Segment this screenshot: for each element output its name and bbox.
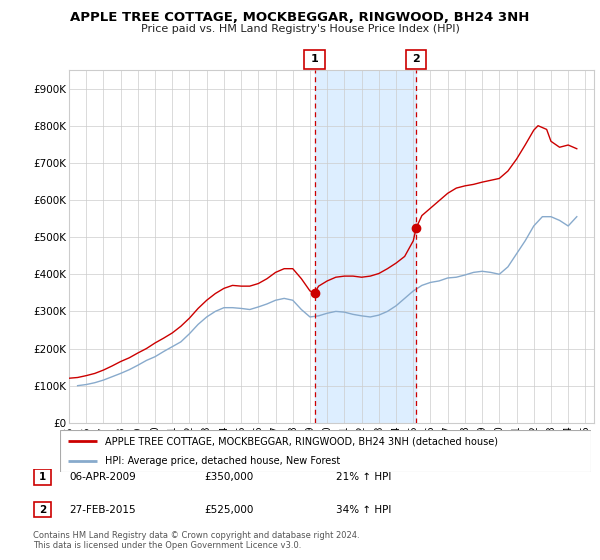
Text: Price paid vs. HM Land Registry's House Price Index (HPI): Price paid vs. HM Land Registry's House …	[140, 24, 460, 34]
Text: 2: 2	[39, 505, 46, 515]
Text: 21% ↑ HPI: 21% ↑ HPI	[336, 472, 391, 482]
Text: 2: 2	[412, 54, 420, 64]
Text: HPI: Average price, detached house, New Forest: HPI: Average price, detached house, New …	[105, 456, 340, 466]
Text: This data is licensed under the Open Government Licence v3.0.: This data is licensed under the Open Gov…	[33, 541, 301, 550]
Text: 06-APR-2009: 06-APR-2009	[69, 472, 136, 482]
Text: £350,000: £350,000	[204, 472, 253, 482]
Text: 27-FEB-2015: 27-FEB-2015	[69, 505, 136, 515]
Text: 1: 1	[39, 472, 46, 482]
Text: Contains HM Land Registry data © Crown copyright and database right 2024.: Contains HM Land Registry data © Crown c…	[33, 531, 359, 540]
Text: APPLE TREE COTTAGE, MOCKBEGGAR, RINGWOOD, BH24 3NH (detached house): APPLE TREE COTTAGE, MOCKBEGGAR, RINGWOOD…	[105, 436, 498, 446]
Text: £525,000: £525,000	[204, 505, 253, 515]
Text: 34% ↑ HPI: 34% ↑ HPI	[336, 505, 391, 515]
Text: 1: 1	[311, 54, 319, 64]
Bar	[314, 70, 416, 423]
Text: APPLE TREE COTTAGE, MOCKBEGGAR, RINGWOOD, BH24 3NH: APPLE TREE COTTAGE, MOCKBEGGAR, RINGWOOD…	[70, 11, 530, 24]
